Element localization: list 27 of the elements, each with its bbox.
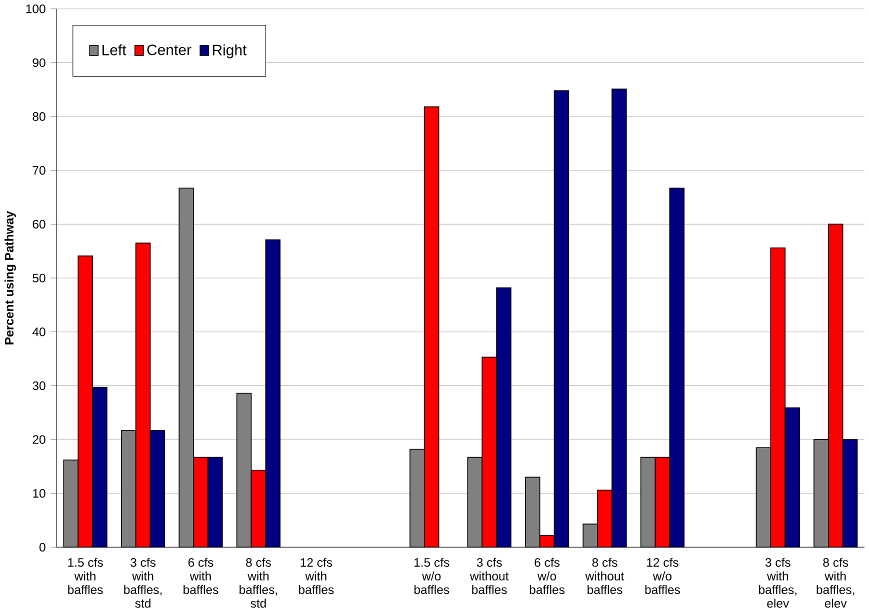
y-tick-label: 40 [32,327,46,336]
x-tick-label: 3 cfs with baffles, std [124,558,162,608]
x-tick-label: 3 cfs without baffles [470,558,509,594]
legend-label: Right [212,44,247,58]
x-tick-label: 1.5 cfs w/o baffles [414,558,450,594]
y-tick-label: 60 [32,220,46,228]
y-tick-label: 100 [26,4,46,14]
y-tick-label: 90 [32,58,46,67]
x-tick-label: 12 cfs with baffles [299,558,334,594]
legend-label: Left [102,44,126,56]
x-tick-label: 8 cfs without baffles [585,558,624,594]
x-tick-label: 8 cfs with baffles, std [240,558,278,608]
y-tick-label: 10 [33,488,46,498]
y-tick-label: 50 [32,274,46,282]
x-tick-label: 3 cfs with baffles, elev [759,558,796,608]
y-tick-label: 70 [32,166,46,175]
y-tick-label: 30 [32,381,46,390]
x-tick-label: 8 cfs with baffles, elev [816,558,854,608]
y-tick-label: 0 [39,542,46,552]
y-axis-title: Percent using Pathway [4,210,16,344]
y-tick-label: 20 [32,435,46,444]
x-tick-label: 1.5 cfs with baffles [68,558,103,594]
x-tick-label: 6 cfs w/o baffles [530,558,565,594]
y-tick-label: 80 [32,112,46,121]
x-tick-label: 12 cfs w/o baffles [645,558,680,594]
legend-label: Center [147,44,192,56]
x-tick-label: 6 cfs with baffles [184,558,218,594]
